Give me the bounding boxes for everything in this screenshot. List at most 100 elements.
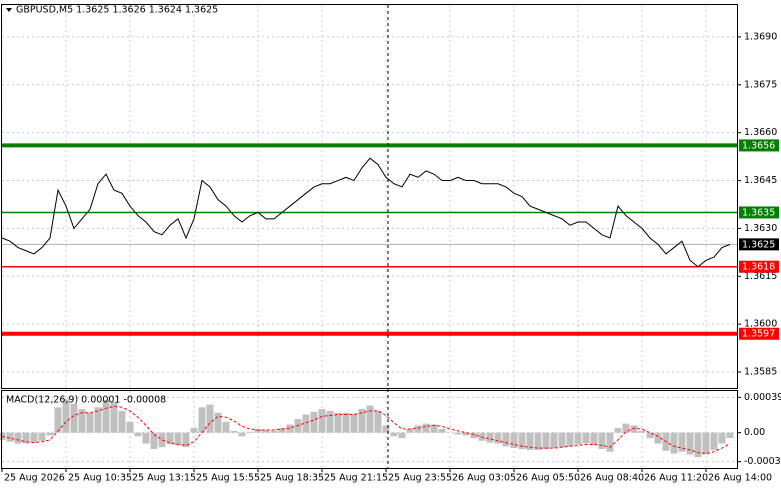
y-tick-label: 1.3600: [744, 319, 777, 330]
macd-bar: [134, 432, 142, 437]
macd-bar: [318, 409, 326, 433]
macd-bar: [566, 432, 574, 447]
level-label: 1.3597: [742, 329, 775, 340]
y-tick-label: 0.00: [744, 427, 765, 438]
macd-bar: [54, 407, 62, 433]
macd-bar: [550, 432, 558, 449]
macd-bar: [358, 409, 366, 433]
macd-bar: [286, 424, 294, 433]
macd-bar: [206, 404, 214, 433]
y-tick-label: 1.3630: [744, 223, 777, 234]
macd-bar: [102, 400, 110, 433]
macd-bar: [158, 432, 166, 448]
x-tick-label: 25 Aug 2026: [4, 473, 65, 484]
macd-bar: [262, 429, 270, 433]
macd-bar: [510, 432, 518, 449]
macd-bar: [574, 432, 582, 445]
macd-bar: [198, 407, 206, 433]
level-label-bg: [739, 260, 779, 273]
macd-bar: [518, 432, 526, 449]
macd-bar: [70, 403, 78, 433]
macd-bar: [390, 432, 398, 437]
macd-bar: [374, 410, 382, 433]
level-label-bg: [739, 238, 779, 251]
macd-bar: [278, 428, 286, 433]
macd-bar: [622, 423, 630, 433]
price-line: [1, 157, 731, 268]
signal-line: [1, 405, 731, 455]
level-label-bg: [739, 139, 779, 152]
y-tick-label: 1.3645: [744, 175, 777, 186]
macd-bar: [462, 432, 470, 436]
macd-bar: [214, 412, 222, 433]
level-label-bg: [739, 327, 779, 340]
macd-bar: [534, 432, 542, 450]
macd-bar: [350, 413, 358, 433]
macd-bar: [46, 432, 54, 436]
macd-bar: [342, 412, 350, 433]
macd-bar: [174, 432, 182, 446]
x-tick-label: 26 Aug 14:00: [708, 473, 772, 484]
macd-bar: [702, 432, 710, 455]
macd-bar: [230, 430, 238, 433]
macd-bar: [366, 405, 374, 433]
macd-panel-frame: [1, 390, 738, 469]
macd-bar: [110, 401, 118, 433]
macd-bar: [494, 432, 502, 444]
macd-bar: [614, 428, 622, 433]
menu-triangle: [6, 8, 12, 12]
macd-bar: [310, 411, 318, 433]
level-label: 1.3656: [742, 140, 775, 151]
x-tick-label: 25 Aug 18:35: [260, 473, 324, 484]
macd-bar: [646, 432, 654, 439]
x-tick-label: 26 Aug 05:50: [516, 473, 580, 484]
macd-bar: [422, 423, 430, 433]
x-tick-label: 25 Aug 21:15: [324, 473, 388, 484]
macd-bar: [654, 432, 662, 444]
macd-bar: [558, 432, 566, 448]
macd-bar: [302, 414, 310, 433]
level-label: 1.3618: [742, 262, 775, 273]
macd-bar: [334, 412, 342, 433]
macd-bar: [166, 432, 174, 445]
macd-title: MACD(12,26,9) 0.00001 -0.00008: [6, 395, 166, 406]
macd-bar: [398, 432, 406, 439]
y-tick-label: 1.3675: [744, 79, 777, 90]
macd-bar: [238, 432, 246, 437]
macd-bar: [382, 425, 390, 433]
macd-bar: [6, 432, 14, 442]
macd-bar: [78, 409, 86, 433]
macd-bar: [406, 429, 414, 433]
price-panel-frame: [1, 4, 738, 389]
x-tick-label: 25 Aug 23:55: [388, 473, 452, 484]
macd-bar: [694, 432, 702, 458]
macd-bar: [670, 432, 678, 454]
macd-bar: [62, 399, 70, 433]
y-tick-label: 1.3615: [744, 271, 777, 282]
macd-bar: [590, 432, 598, 446]
macd-bar: [542, 432, 550, 449]
macd-bar: [118, 410, 126, 433]
level-label: 1.3635: [742, 207, 775, 218]
macd-bar: [414, 425, 422, 433]
macd-bar: [30, 432, 38, 443]
macd-bar: [270, 430, 278, 433]
macd-bar: [454, 432, 462, 435]
macd-bar: [710, 432, 718, 450]
data-layer: [0, 143, 737, 458]
macd-bar: [526, 432, 534, 450]
macd-bar: [726, 432, 734, 439]
macd-bar: [486, 432, 494, 443]
x-tick-label: 25 Aug 15:55: [196, 473, 260, 484]
macd-bar: [686, 432, 694, 455]
x-tick-label: 26 Aug 08:40: [580, 473, 644, 484]
x-tick-label: 26 Aug 03:05: [452, 473, 516, 484]
macd-bar: [718, 432, 726, 444]
macd-bar: [190, 428, 198, 433]
macd-bar: [630, 425, 638, 433]
level-label-bg: [739, 206, 779, 219]
y-tick-label: 0.00039: [744, 392, 781, 403]
macd-bar: [430, 424, 438, 433]
label-layer: 25 Aug 2026 25 Aug 10:35 25 Aug 13:15 25 Au…: [1, 31, 781, 484]
